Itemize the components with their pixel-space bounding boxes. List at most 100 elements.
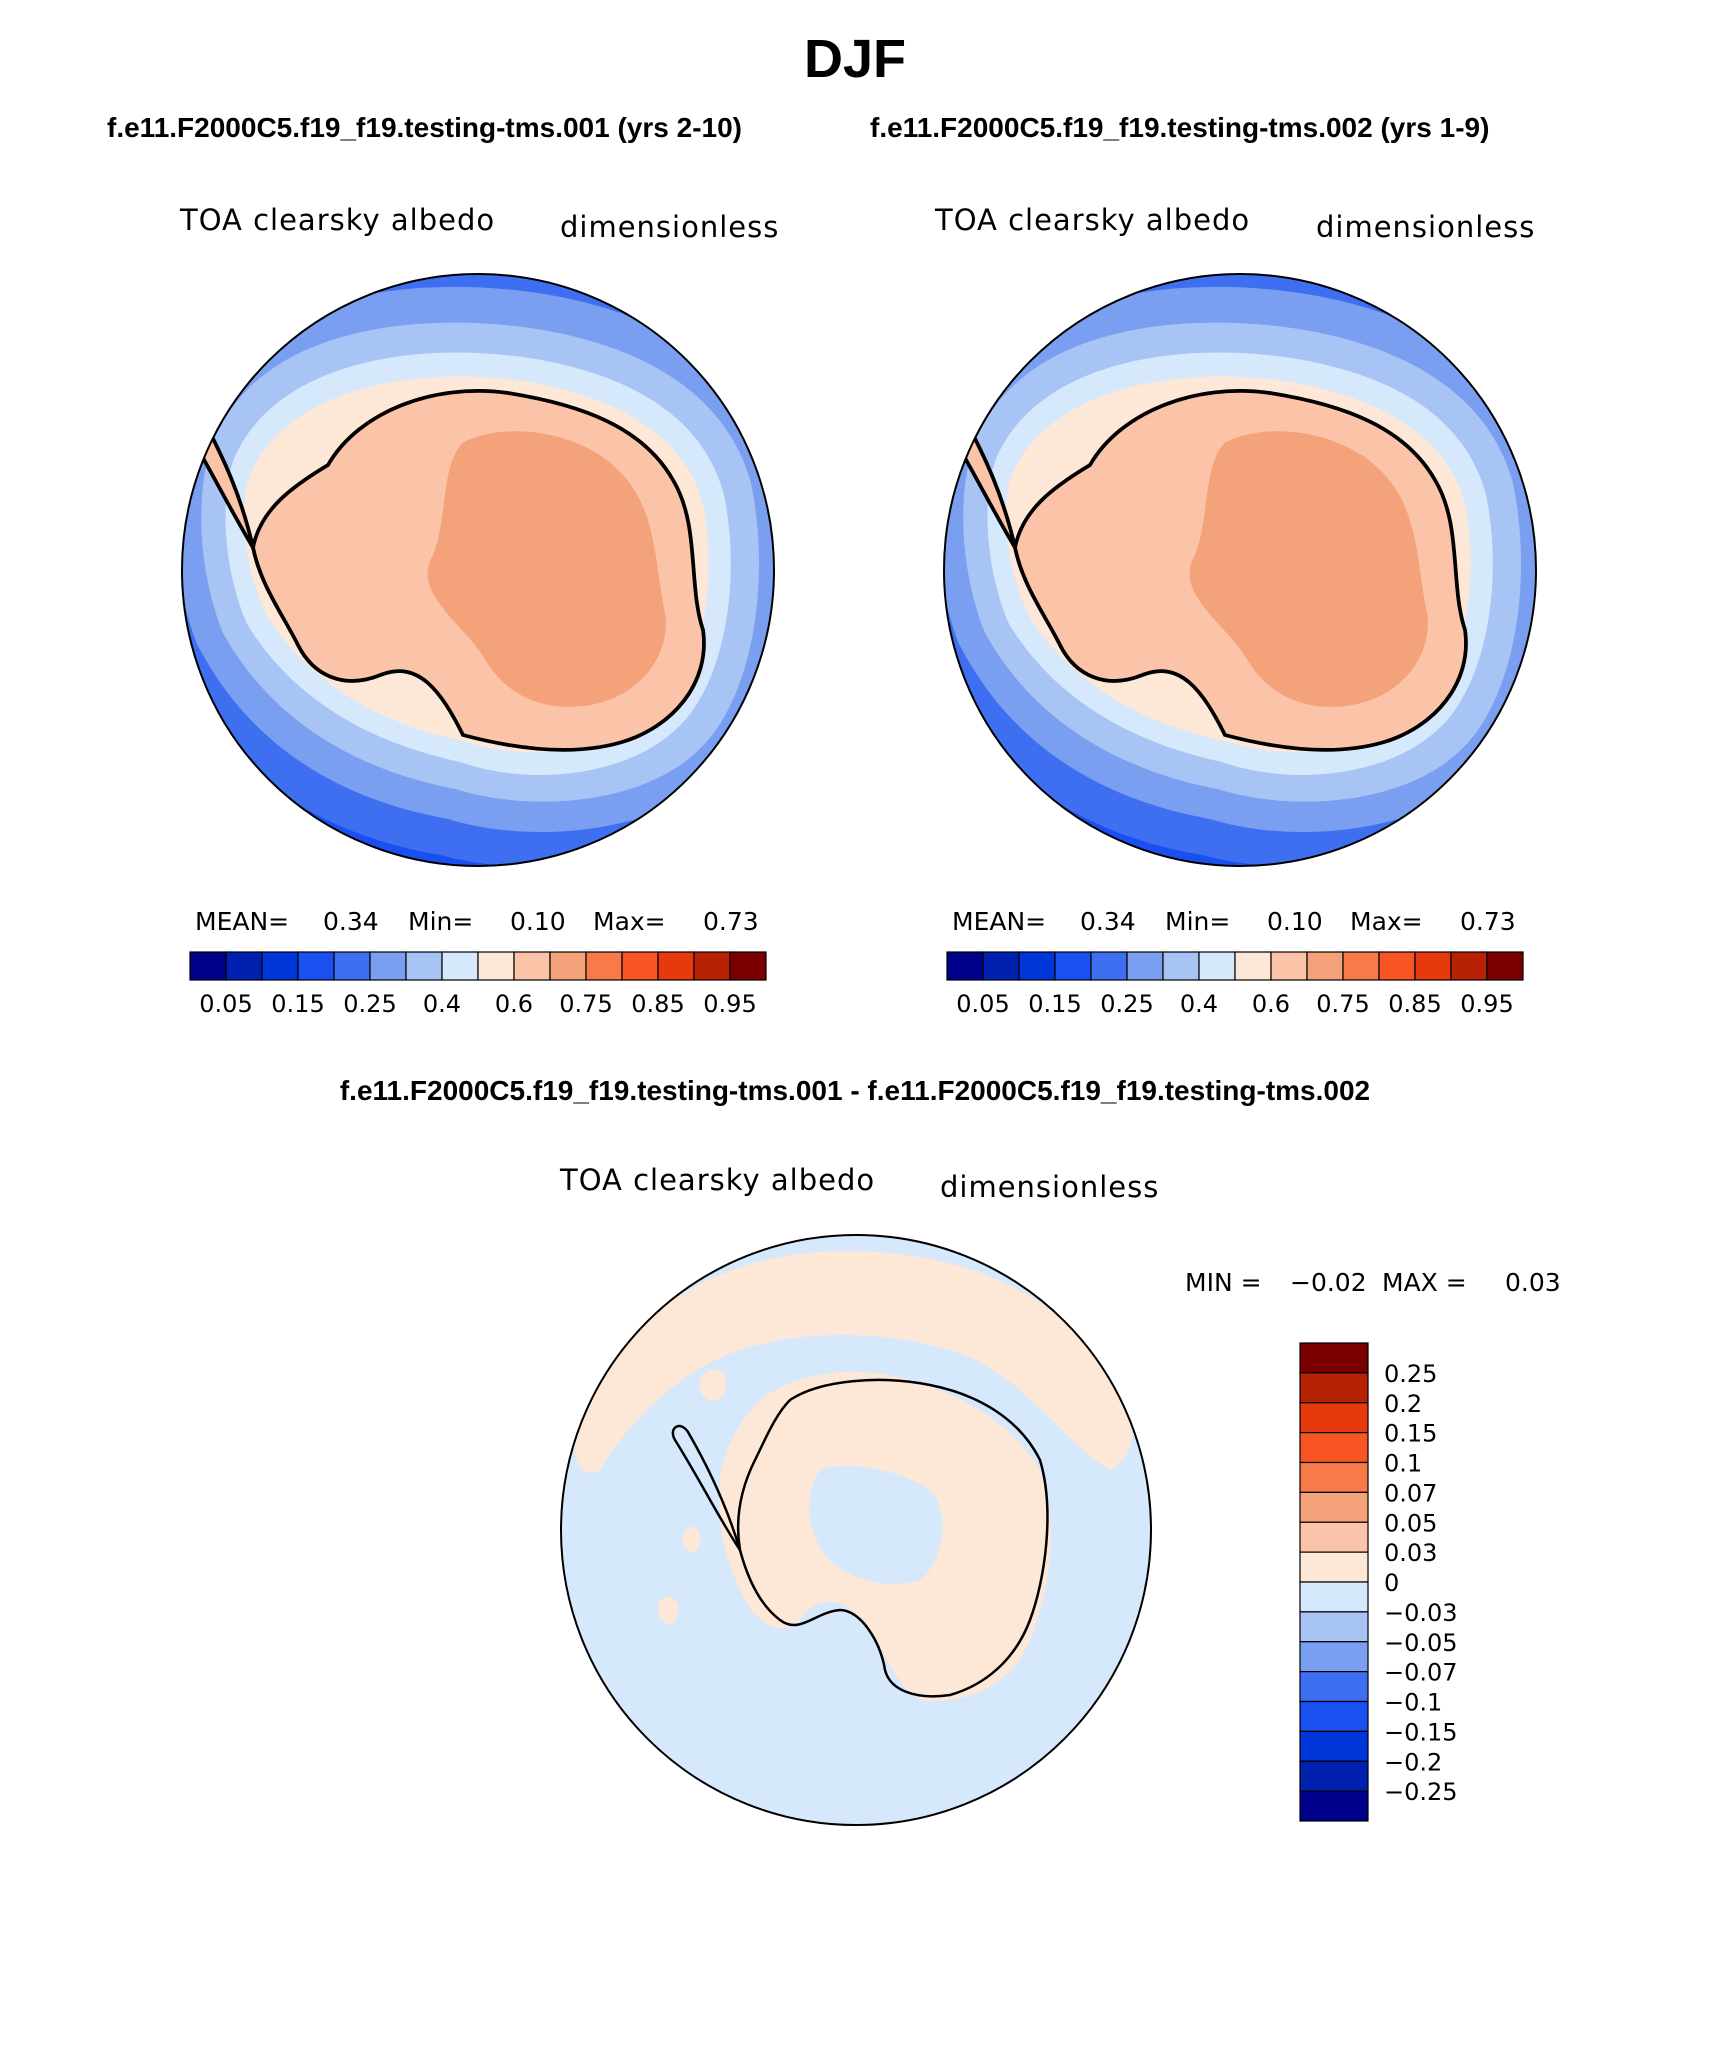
colorbar-swatch [1486, 951, 1524, 981]
colorbar-swatch [297, 951, 335, 981]
colorbar-tick-label: 0 [1384, 1569, 1399, 1597]
colorbar-swatch [1299, 1730, 1369, 1762]
panel3-min-value: −0.02 [1290, 1268, 1367, 1297]
colorbar-panel-1: 0.05 0.15 0.25 0.4 0.6 0.75 0.85 0.95 [189, 951, 767, 1018]
panel2-min-label: Min= [1165, 907, 1231, 936]
colorbar-swatch [657, 951, 695, 981]
colorbar-tick-label: 0.4 [423, 990, 461, 1018]
colorbar-swatch [1270, 951, 1308, 981]
colorbar-tick-label: −0.07 [1384, 1659, 1458, 1687]
panel3-min-label: MIN = [1185, 1268, 1262, 1297]
colorbar-tick-label: 0.15 [1028, 990, 1081, 1018]
colorbar-tick-label: −0.25 [1384, 1778, 1458, 1806]
colorbar-swatch [225, 951, 263, 981]
colorbar-swatch [333, 951, 371, 981]
colorbar-panel-2: 0.05 0.15 0.25 0.4 0.6 0.75 0.85 0.95 [946, 951, 1524, 1018]
colorbar-swatch [1299, 1432, 1369, 1464]
panel3-variable: TOA clearsky albedo [560, 1163, 876, 1197]
colorbar-swatch [549, 951, 587, 981]
colorbar-tick-label: 0.25 [1384, 1360, 1437, 1388]
colorbar-swatch [1299, 1342, 1369, 1374]
panel1-max-value: 0.73 [703, 907, 759, 936]
colorbar-tick-label: 0.03 [1384, 1539, 1437, 1567]
colorbar-swatch [1198, 951, 1236, 981]
panel1-variable: TOA clearsky albedo [180, 203, 496, 237]
panel1-min-value: 0.10 [510, 907, 566, 936]
colorbar-tick-label: 0.15 [1384, 1420, 1437, 1448]
colorbar-tick-label: 0.1 [1384, 1450, 1422, 1478]
panel1-mean-value: 0.34 [323, 907, 379, 936]
panel2-max-label: Max= [1350, 907, 1423, 936]
colorbar-swatch [1090, 951, 1128, 981]
map-panel-1 [181, 273, 775, 867]
colorbar-tick-label: −0.03 [1384, 1599, 1458, 1627]
colorbar-swatch [621, 951, 659, 981]
colorbar-tick-label: 0.6 [1252, 990, 1290, 1018]
colorbar-tick-label: 0.95 [1460, 990, 1513, 1018]
colorbar-swatch [1299, 1402, 1369, 1434]
colorbar-swatch [1299, 1611, 1369, 1643]
colorbar-swatch [1378, 951, 1416, 981]
panel3-units: dimensionless [940, 1170, 1160, 1204]
panel1-min-label: Min= [408, 907, 474, 936]
panel2-mean-value: 0.34 [1080, 907, 1136, 936]
colorbar-swatch [1299, 1372, 1369, 1404]
colorbar-swatch [1126, 951, 1164, 981]
colorbar-tick-label: 0.95 [703, 990, 756, 1018]
colorbar-swatch [477, 951, 515, 981]
panel3-max-label: MAX = [1382, 1268, 1467, 1297]
diff-title: f.e11.F2000C5.f19_f19.testing-tms.001 - … [339, 1075, 1371, 1106]
colorbar-swatch [1299, 1491, 1369, 1523]
colorbar-swatch [441, 951, 479, 981]
colorbar-swatch [1299, 1700, 1369, 1732]
colorbar-tick-label: 0.05 [199, 990, 252, 1018]
colorbar-tick-label: 0.05 [1384, 1509, 1437, 1537]
colorbar-tick-label: 0.85 [1388, 990, 1441, 1018]
colorbar-tick-label: 0.07 [1384, 1479, 1437, 1507]
colorbar-swatch [729, 951, 767, 981]
main-title: DJF [803, 29, 906, 89]
colorbar-tick-label: −0.1 [1384, 1689, 1442, 1717]
colorbar-tick-label: 0.15 [271, 990, 324, 1018]
colorbar-swatch [693, 951, 731, 981]
colorbar-swatch [1414, 951, 1452, 981]
panel1-mean-label: MEAN= [195, 907, 290, 936]
colorbar-swatch [1018, 951, 1056, 981]
colorbar-tick-label: 0.25 [1100, 990, 1153, 1018]
colorbar-swatch [1299, 1790, 1369, 1822]
colorbar-swatch [1299, 1461, 1369, 1493]
colorbar-swatch [1162, 951, 1200, 981]
case-title-left: f.e11.F2000C5.f19_f19.testing-tms.001 (y… [107, 112, 742, 143]
colorbar-swatch [405, 951, 443, 981]
colorbar-tick-label: 0.6 [495, 990, 533, 1018]
colorbar-swatch [1054, 951, 1092, 981]
colorbar-swatch [946, 951, 984, 981]
colorbar-difference: 0.250.20.150.10.070.050.030−0.03−0.05−0.… [1299, 1342, 1458, 1822]
colorbar-tick-label: 0.05 [956, 990, 1009, 1018]
colorbar-swatch [1299, 1551, 1369, 1583]
colorbar-swatch [1299, 1671, 1369, 1703]
colorbar-swatch [1450, 951, 1488, 981]
panel2-units: dimensionless [1316, 210, 1536, 244]
map-panel-2 [943, 273, 1537, 867]
colorbar-swatch [1299, 1641, 1369, 1673]
colorbar-tick-label: −0.2 [1384, 1748, 1442, 1776]
colorbar-tick-label: −0.15 [1384, 1718, 1458, 1746]
colorbar-tick-label: 0.2 [1384, 1390, 1422, 1418]
colorbar-swatch [1234, 951, 1272, 981]
colorbar-swatch [261, 951, 299, 981]
map-panel-difference [560, 1234, 1152, 1826]
colorbar-swatch [982, 951, 1020, 981]
colorbar-tick-label: 0.75 [1316, 990, 1369, 1018]
colorbar-tick-label: −0.05 [1384, 1629, 1458, 1657]
colorbar-swatch [513, 951, 551, 981]
panel2-min-value: 0.10 [1267, 907, 1323, 936]
colorbar-tick-label: 0.85 [631, 990, 684, 1018]
colorbar-swatch [369, 951, 407, 981]
colorbar-tick-label: 0.4 [1180, 990, 1218, 1018]
colorbar-swatch [1299, 1581, 1369, 1613]
colorbar-swatch [1299, 1521, 1369, 1553]
panel2-mean-label: MEAN= [952, 907, 1047, 936]
colorbar-swatch [1299, 1760, 1369, 1792]
panel2-max-value: 0.73 [1460, 907, 1516, 936]
